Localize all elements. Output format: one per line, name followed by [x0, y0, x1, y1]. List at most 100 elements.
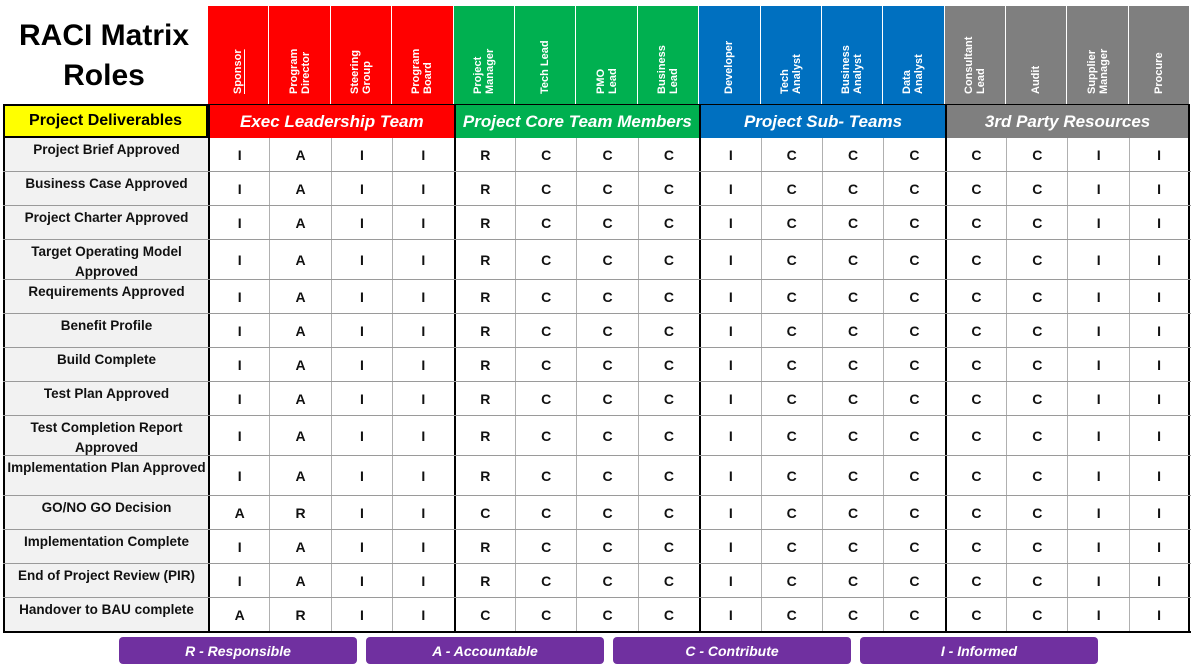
raci-cell: I [208, 530, 269, 563]
table-row: Build Complete I A I I R C C C I C C C C C I I [3, 348, 1191, 382]
deliverable-label: Implementation Plan Approved [3, 456, 208, 495]
raci-cell: C [760, 382, 822, 415]
raci-cell: C [760, 206, 822, 239]
raci-cell: I [1128, 416, 1191, 455]
raci-cell: I [208, 456, 269, 495]
role-header-row: Sponsor Program Director Steering Group Pro… [208, 6, 1191, 104]
raci-cell: A [269, 348, 330, 381]
raci-cell: C [944, 348, 1006, 381]
raci-cell: I [1128, 496, 1191, 529]
legend-item: R - Responsible [119, 637, 357, 664]
raci-cell: A [269, 382, 330, 415]
raci-cell: I [1067, 564, 1128, 597]
table-row: Implementation Plan Approved I A I I R C C C I C C C… [3, 456, 1191, 496]
raci-cell: I [699, 348, 760, 381]
table-row: Project Charter Approved I A I I R C C C I C C C C C I I [3, 206, 1191, 240]
raci-cell: C [514, 416, 576, 455]
raci-cell: I [392, 314, 453, 347]
raci-cell: I [392, 280, 453, 313]
raci-cell: C [637, 382, 699, 415]
raci-cell: I [1128, 382, 1191, 415]
raci-cell: C [576, 348, 637, 381]
role-header-cell: Business Analyst [821, 6, 884, 104]
raci-cell: C [514, 382, 576, 415]
role-header-cell: Tech Lead [514, 6, 577, 104]
raci-cell: I [330, 314, 392, 347]
role-header-cell: Supplier Manager [1067, 6, 1129, 104]
raci-cell: I [1067, 382, 1128, 415]
raci-cell: A [269, 138, 330, 171]
raci-cell: C [576, 206, 637, 239]
raci-cell: R [453, 138, 515, 171]
raci-cell: C [514, 530, 576, 563]
raci-cell: C [576, 138, 637, 171]
raci-cell: I [1128, 598, 1191, 631]
raci-cell: R [453, 280, 515, 313]
raci-cell: C [1006, 598, 1067, 631]
raci-cell: A [269, 564, 330, 597]
raci-cell: C [821, 206, 883, 239]
raci-matrix: Project Brief Approved I A I I R C C C I C C C C C I I Bu… [3, 138, 1191, 632]
raci-cell: C [514, 240, 576, 279]
raci-cell: C [453, 598, 515, 631]
raci-cell: C [821, 348, 883, 381]
legend-item: A - Accountable [366, 637, 604, 664]
role-label: Consultant Lead [962, 36, 987, 94]
raci-cell: C [637, 496, 699, 529]
raci-cell: C [944, 138, 1006, 171]
raci-cell: C [1006, 206, 1067, 239]
raci-cell: I [208, 280, 269, 313]
raci-cell: I [392, 138, 453, 171]
role-label: Business Analyst [840, 45, 865, 94]
role-label: Sponsor [232, 49, 245, 94]
raci-cell: C [514, 456, 576, 495]
deliverable-label: End of Project Review (PIR) [3, 564, 208, 597]
table-row: Project Brief Approved I A I I R C C C I C C C C C I I [3, 138, 1191, 172]
raci-cell: C [821, 496, 883, 529]
raci-cell: C [883, 598, 944, 631]
raci-cell: I [392, 382, 453, 415]
raci-cell: C [760, 138, 822, 171]
raci-cell: C [576, 382, 637, 415]
role-label: Tech Lead [539, 40, 552, 94]
raci-cell: C [637, 416, 699, 455]
legend: R - Responsible A - Accountable C - Contri… [119, 637, 1109, 665]
raci-cell: I [699, 456, 760, 495]
deliverable-label: Business Case Approved [3, 172, 208, 205]
raci-cell: C [760, 416, 822, 455]
raci-cell: I [392, 348, 453, 381]
page-title-line-2: Roles [63, 59, 145, 92]
role-label: Business Lead [655, 45, 680, 94]
matrix-bottom-border [3, 631, 1191, 633]
raci-cell: C [883, 416, 944, 455]
raci-cell: C [944, 382, 1006, 415]
raci-cell: R [453, 206, 515, 239]
table-row: Business Case Approved I A I I R C C C I C C C C C I I [3, 172, 1191, 206]
role-label: Audit [1030, 65, 1043, 94]
legend-item: I - Informed [860, 637, 1098, 664]
table-row: Target Operating Model Approved I A I I R C C C I… [3, 240, 1191, 280]
role-label: Data Analyst [901, 54, 926, 94]
deliverable-label: Test Plan Approved [3, 382, 208, 415]
raci-cell: C [514, 172, 576, 205]
raci-cell: C [1006, 172, 1067, 205]
raci-cell: C [576, 456, 637, 495]
raci-cell: I [699, 138, 760, 171]
role-header-cell: Program Director [269, 6, 331, 104]
role-label: Program Board [410, 48, 435, 94]
table-row: Test Plan Approved I A I I R C C C I C C C C C I I [3, 382, 1191, 416]
raci-cell: C [514, 138, 576, 171]
raci-cell: C [576, 172, 637, 205]
raci-cell: I [330, 456, 392, 495]
raci-cell: R [453, 172, 515, 205]
raci-cell: C [637, 280, 699, 313]
raci-cell: C [576, 564, 637, 597]
raci-cell: C [944, 280, 1006, 313]
raci-cell: C [944, 564, 1006, 597]
raci-cell: C [637, 456, 699, 495]
raci-cell: I [1128, 530, 1191, 563]
raci-cell: I [330, 382, 392, 415]
raci-cell: A [269, 314, 330, 347]
raci-cell: I [208, 172, 269, 205]
legend-item: C - Contribute [613, 637, 851, 664]
